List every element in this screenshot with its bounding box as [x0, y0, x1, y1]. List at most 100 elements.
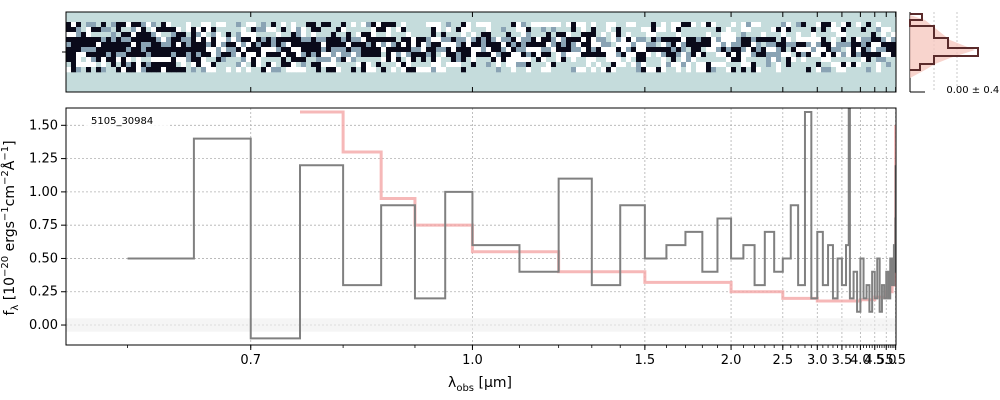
two-d-pixel — [256, 47, 262, 53]
two-d-pixel — [106, 42, 112, 48]
x-tick-label: 1.5 — [635, 353, 656, 368]
two-d-pixel — [221, 52, 227, 58]
two-d-pixel — [151, 47, 157, 53]
two-d-pixel — [191, 37, 197, 43]
two-d-pixel — [126, 52, 132, 58]
two-d-pixel — [326, 37, 332, 43]
two-d-pixel — [716, 37, 722, 43]
two-d-pixel — [431, 32, 437, 38]
two-d-pixel — [351, 37, 357, 43]
two-d-pixel — [571, 67, 577, 73]
two-d-pixel — [551, 52, 557, 58]
two-d-pixel — [501, 52, 507, 58]
two-d-pixel — [261, 67, 267, 73]
two-d-pixel — [876, 22, 882, 28]
two-d-pixel — [421, 57, 427, 63]
two-d-pixel — [726, 57, 732, 63]
two-d-pixel — [96, 32, 102, 38]
two-d-pixel — [301, 42, 307, 48]
two-d-pixel — [516, 62, 522, 68]
two-d-pixel — [891, 62, 897, 68]
two-d-pixel — [136, 47, 142, 53]
two-d-pixel — [96, 22, 102, 28]
two-d-pixel — [456, 22, 462, 28]
two-d-pixel — [541, 27, 547, 33]
two-d-pixel — [286, 37, 292, 43]
two-d-pixel — [316, 67, 322, 73]
y-axis-label-text: fλ [10−20 ergs−1cm−2Å−1] — [0, 140, 21, 315]
two-d-pixel — [796, 27, 802, 33]
two-d-pixel — [576, 37, 582, 43]
two-d-pixel — [671, 57, 677, 63]
two-d-pixel — [191, 67, 197, 73]
two-d-pixel — [71, 52, 77, 58]
two-d-pixel — [716, 67, 722, 73]
two-d-pixel — [631, 52, 637, 58]
two-d-pixel — [66, 47, 72, 53]
two-d-pixel — [346, 67, 352, 73]
two-d-pixel — [776, 27, 782, 33]
two-d-pixel — [421, 37, 427, 43]
two-d-pixel — [226, 62, 232, 68]
two-d-pixel — [121, 27, 127, 33]
two-d-pixel — [91, 67, 97, 73]
two-d-pixel — [341, 67, 347, 73]
two-d-pixel — [66, 52, 72, 58]
two-d-pixel — [891, 22, 897, 28]
two-d-pixel — [766, 42, 772, 48]
two-d-pixel — [231, 67, 237, 73]
y-axis-label-unit2: ergs — [2, 221, 18, 256]
two-d-pixel — [741, 47, 747, 53]
two-d-pixel — [121, 57, 127, 63]
two-d-pixel — [881, 42, 887, 48]
two-d-pixel — [636, 32, 642, 38]
two-d-pixel — [151, 32, 157, 38]
two-d-pixel — [126, 47, 132, 53]
two-d-pixel — [676, 52, 682, 58]
two-d-pixel — [536, 22, 542, 28]
two-d-pixel — [396, 47, 402, 53]
two-d-pixel — [106, 62, 112, 68]
two-d-pixel — [216, 57, 222, 63]
two-d-pixel — [266, 42, 272, 48]
two-d-pixel — [181, 52, 187, 58]
two-d-pixel — [821, 32, 827, 38]
two-d-pixel — [571, 62, 577, 68]
two-d-pixel — [311, 52, 317, 58]
two-d-pixel — [706, 67, 712, 73]
two-d-pixel — [601, 37, 607, 43]
two-d-pixel — [86, 47, 92, 53]
two-d-pixel — [411, 57, 417, 63]
two-d-pixel — [746, 32, 752, 38]
two-d-pixel — [231, 42, 237, 48]
two-d-pixel — [611, 67, 617, 73]
two-d-pixel — [416, 37, 422, 43]
two-d-pixel — [161, 22, 167, 28]
two-d-pixel — [846, 22, 852, 28]
two-d-pixel — [661, 57, 667, 63]
two-d-pixel — [406, 22, 412, 28]
two-d-pixel — [536, 52, 542, 58]
two-d-pixel — [806, 52, 812, 58]
two-d-pixel — [411, 47, 417, 53]
two-d-pixel — [656, 37, 662, 43]
two-d-pixel — [91, 27, 97, 33]
two-d-pixel — [561, 42, 567, 48]
two-d-pixel — [191, 32, 197, 38]
two-d-pixel — [706, 32, 712, 38]
two-d-pixel — [296, 22, 302, 28]
y-axis-label-unit: [10 — [2, 277, 18, 305]
two-d-pixel — [206, 32, 212, 38]
two-d-pixel — [891, 32, 897, 38]
two-d-pixel — [691, 42, 697, 48]
two-d-pixel — [611, 32, 617, 38]
two-d-pixel — [821, 52, 827, 58]
two-d-pixel — [266, 32, 272, 38]
two-d-pixel — [691, 52, 697, 58]
two-d-pixel — [156, 47, 162, 53]
two-d-pixel — [281, 67, 287, 73]
two-d-pixel — [211, 27, 217, 33]
two-d-pixel — [561, 62, 567, 68]
two-d-pixel — [351, 22, 357, 28]
two-d-pixel — [386, 47, 392, 53]
